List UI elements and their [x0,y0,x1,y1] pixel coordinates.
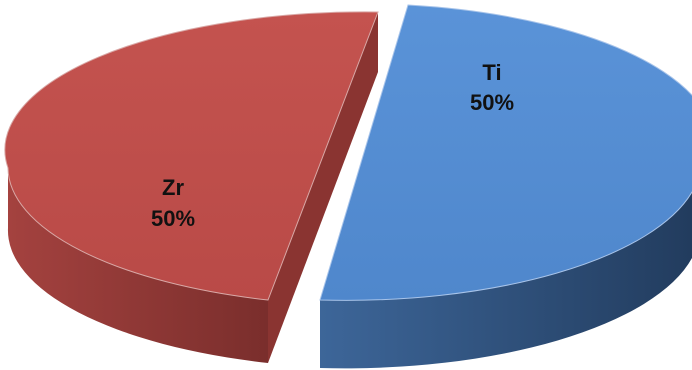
pie-slice-zr [4,11,379,363]
pie-label-zr: Zr [162,175,184,200]
pie-label-ti: Ti [482,60,501,85]
pie-slice-ti [319,4,692,369]
pie-value-zr: 50% [151,206,195,231]
pie-slice-ti-top [319,4,692,301]
pie-slice-ti-side [320,192,692,369]
pie-value-ti: 50% [470,90,514,115]
pie-slice-zr-side [7,168,268,363]
pie-slice-zr-cut [268,12,378,363]
pie-slice-zr-top [4,11,379,301]
